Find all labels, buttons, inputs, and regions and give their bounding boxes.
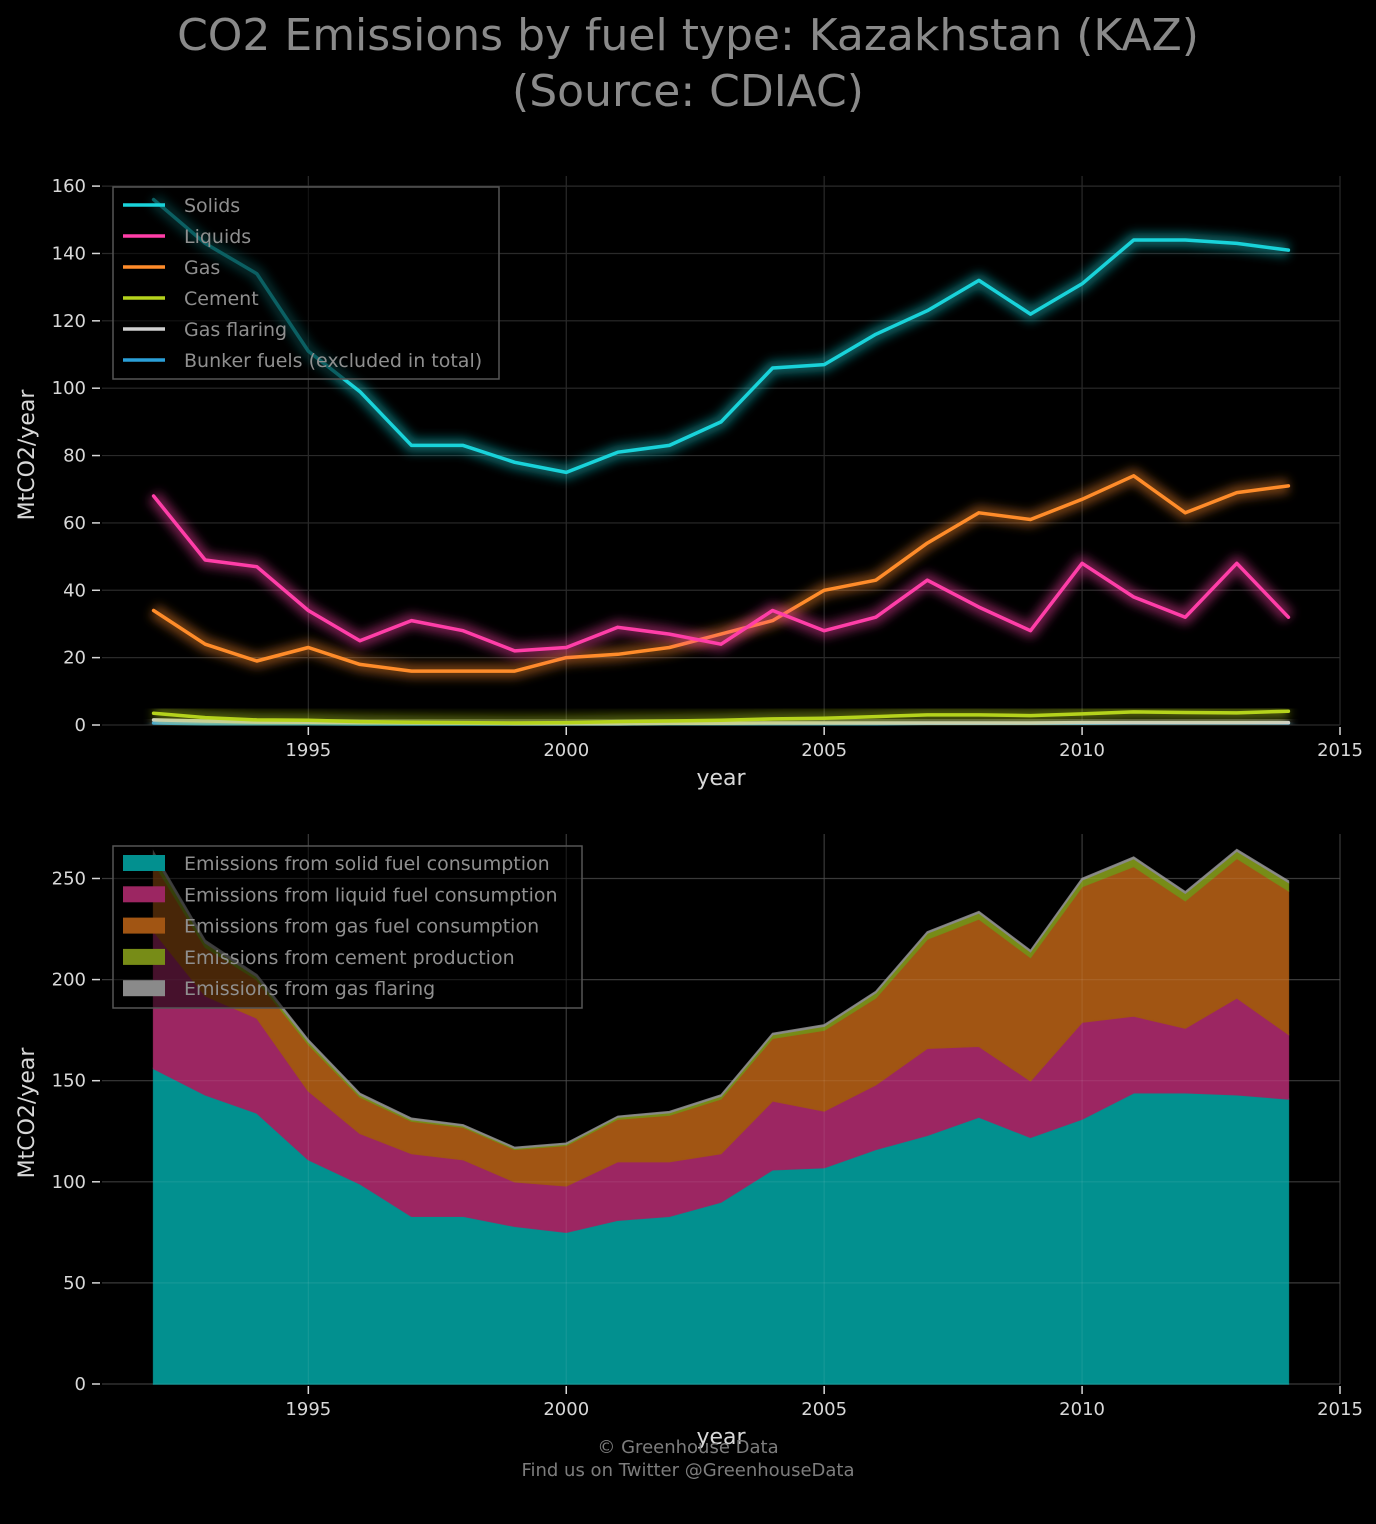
y-tick-label: 250 bbox=[52, 868, 86, 889]
legend-label-bunker-fuels-excluded-in-total: Bunker fuels (excluded in total) bbox=[184, 350, 482, 372]
x-tick-label: 2000 bbox=[543, 740, 589, 761]
footer: © Greenhouse Data Find us on Twitter @Gr… bbox=[0, 1436, 1376, 1482]
x-axis-label: year bbox=[696, 1425, 746, 1450]
y-tick-label: 120 bbox=[52, 311, 86, 332]
y-tick-label: 0 bbox=[75, 715, 86, 736]
area-emissions-from-gas-flaring bbox=[152, 848, 1290, 1149]
y-tick-label: 50 bbox=[63, 1273, 86, 1294]
chart-title-line1: CO2 Emissions by fuel type: Kazakhstan (… bbox=[177, 10, 1199, 61]
legend-label-emissions-from-cement-production: Emissions from cement production bbox=[184, 947, 515, 969]
legend-box bbox=[112, 845, 583, 1009]
y-tick-label: 100 bbox=[52, 1172, 86, 1193]
y-tick-label: 40 bbox=[63, 580, 86, 601]
legend-label-cement: Cement bbox=[184, 288, 259, 310]
legend-label-emissions-from-gas-flaring: Emissions from gas flaring bbox=[184, 978, 435, 1000]
legend-label-gas: Gas bbox=[184, 257, 220, 279]
x-tick-label: 2010 bbox=[1059, 1399, 1105, 1420]
series-line-liquids bbox=[151, 494, 1291, 653]
line-chart-panel: 0 20 40 60 80 100 120 140 160 1995 2000 2005 2010 201… bbox=[15, 176, 1363, 791]
footer-twitter: Find us on Twitter @GreenhouseData bbox=[521, 1460, 855, 1481]
x-tick-label: 2010 bbox=[1059, 740, 1105, 761]
legend-box bbox=[112, 186, 500, 380]
legend-swatch-emissions-from-gas-fuel-consumption bbox=[123, 917, 165, 934]
y-tick-label: 0 bbox=[75, 1374, 86, 1395]
legend-label-emissions-from-gas-fuel-consumption: Emissions from gas fuel consumption bbox=[184, 916, 539, 938]
x-tick-label: 1995 bbox=[285, 740, 331, 761]
y-axis-label: MtCO2/year bbox=[15, 1047, 40, 1179]
legend-label-emissions-from-liquid-fuel-consumption: Emissions from liquid fuel consumption bbox=[184, 884, 558, 906]
y-tick-label: 160 bbox=[52, 176, 86, 197]
x-tick-label: 2000 bbox=[543, 1399, 589, 1420]
x-tick-label: 2015 bbox=[1317, 740, 1363, 761]
series-line-cement bbox=[151, 709, 1291, 725]
y-tick-label: 150 bbox=[52, 1071, 86, 1092]
y-tick-label: 140 bbox=[52, 243, 86, 264]
series-line-gas bbox=[151, 474, 1291, 673]
legend-label-solids: Solids bbox=[184, 195, 240, 217]
footer-copyright: © Greenhouse Data bbox=[597, 1437, 779, 1458]
x-axis-label: year bbox=[696, 766, 746, 791]
legend-swatch-emissions-from-gas-flaring bbox=[123, 980, 165, 997]
y-tick-label: 100 bbox=[52, 378, 86, 399]
y-tick-label: 200 bbox=[52, 970, 86, 991]
legend-label-liquids: Liquids bbox=[184, 226, 251, 248]
y-tick-label: 60 bbox=[63, 513, 86, 534]
legend-label-emissions-from-solid-fuel-consumption: Emissions from solid fuel consumption bbox=[184, 853, 550, 875]
chart-title: CO2 Emissions by fuel type: Kazakhstan (… bbox=[0, 8, 1376, 120]
y-tick-label: 20 bbox=[63, 648, 86, 669]
y-axis-label: MtCO2/year bbox=[15, 389, 40, 521]
y-tick-label: 80 bbox=[63, 446, 86, 467]
legend-swatch-emissions-from-liquid-fuel-consumption bbox=[123, 886, 165, 903]
legend-swatch-emissions-from-solid-fuel-consumption bbox=[123, 855, 165, 871]
chart-title-line2: (Source: CDIAC) bbox=[512, 66, 864, 117]
legend-label-gas-flaring: Gas flaring bbox=[184, 319, 287, 341]
stacked-area-chart-panel: 0 50 100 150 200 250 1995 2000 2005 2010 2015 year M… bbox=[15, 834, 1363, 1450]
x-tick-label: 1995 bbox=[285, 1399, 331, 1420]
x-tick-label: 2015 bbox=[1317, 1399, 1363, 1420]
x-tick-label: 2005 bbox=[801, 740, 847, 761]
x-tick-label: 2005 bbox=[801, 1399, 847, 1420]
legend-swatch-emissions-from-cement-production bbox=[123, 948, 165, 965]
